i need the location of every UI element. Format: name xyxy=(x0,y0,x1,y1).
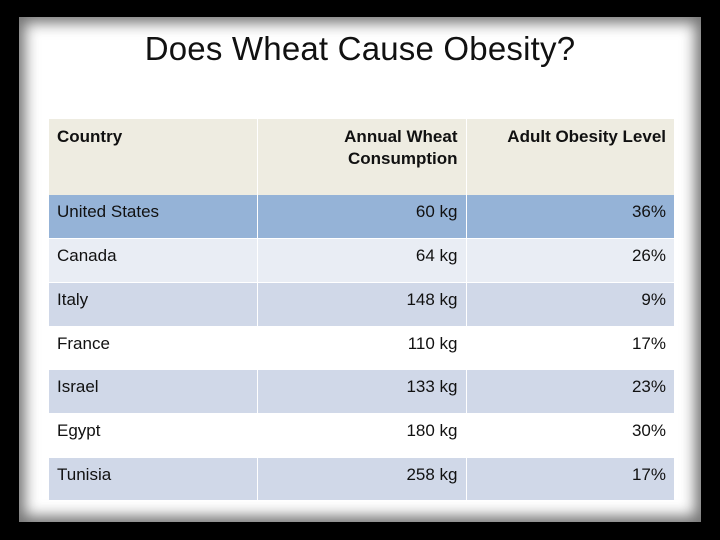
table-row: Italy 148 kg 9% xyxy=(49,282,674,327)
cell-country: Egypt xyxy=(49,413,258,458)
header-row: Country Annual Wheat Consumption Adult Ob… xyxy=(49,119,674,195)
cell-obesity: 26% xyxy=(631,246,666,266)
cell-country: Israel xyxy=(49,369,258,414)
cell-obesity: 30% xyxy=(631,420,666,440)
cell-country: Italy xyxy=(49,282,258,327)
cell-wheat: 148 kg xyxy=(257,282,467,327)
cell-obesity: 17% xyxy=(631,464,666,484)
cell-country: Canada xyxy=(49,238,258,283)
cell-wheat: 133 kg xyxy=(257,369,467,414)
cell-wheat: 258 kg xyxy=(257,457,467,501)
cell-obesity: 9% xyxy=(641,289,666,309)
table-header: Country Annual Wheat Consumption Adult Ob… xyxy=(49,119,674,195)
table-row: Israel 133 kg 23% xyxy=(49,369,674,414)
table-row: Tunisia 258 kg 17% xyxy=(49,457,674,501)
header-wheat: Annual Wheat Consumption xyxy=(257,119,467,195)
cell-wheat: 180 kg xyxy=(257,413,467,458)
cell-obesity: 17% xyxy=(631,333,666,353)
data-table: Country Annual Wheat Consumption Adult Ob… xyxy=(49,119,674,501)
table-row: France 110 kg 17% xyxy=(49,326,674,370)
table-body: United States 60 kg 36% Canada 64 kg 26%… xyxy=(49,195,674,501)
cell-country: Tunisia xyxy=(49,457,258,501)
cell-wheat: 60 kg xyxy=(257,195,467,239)
header-obesity: Adult Obesity Level xyxy=(507,127,666,146)
header-country: Country xyxy=(49,119,258,195)
cell-country: France xyxy=(49,326,258,370)
table-row: Canada 64 kg 26% xyxy=(49,238,674,283)
cell-country: United States xyxy=(49,195,258,239)
cell-obesity: 23% xyxy=(631,377,666,397)
cell-wheat: 110 kg xyxy=(257,326,467,370)
cell-obesity: 36% xyxy=(631,202,666,221)
cell-wheat: 64 kg xyxy=(257,238,467,283)
slide-title: Does Wheat Cause Obesity? xyxy=(144,30,576,67)
header-wheat-line2: Consumption xyxy=(347,149,458,168)
table-row: Egypt 180 kg 30% xyxy=(49,413,674,458)
header-wheat-line1: Annual Wheat xyxy=(344,127,458,146)
table-row: United States 60 kg 36% xyxy=(49,195,674,239)
